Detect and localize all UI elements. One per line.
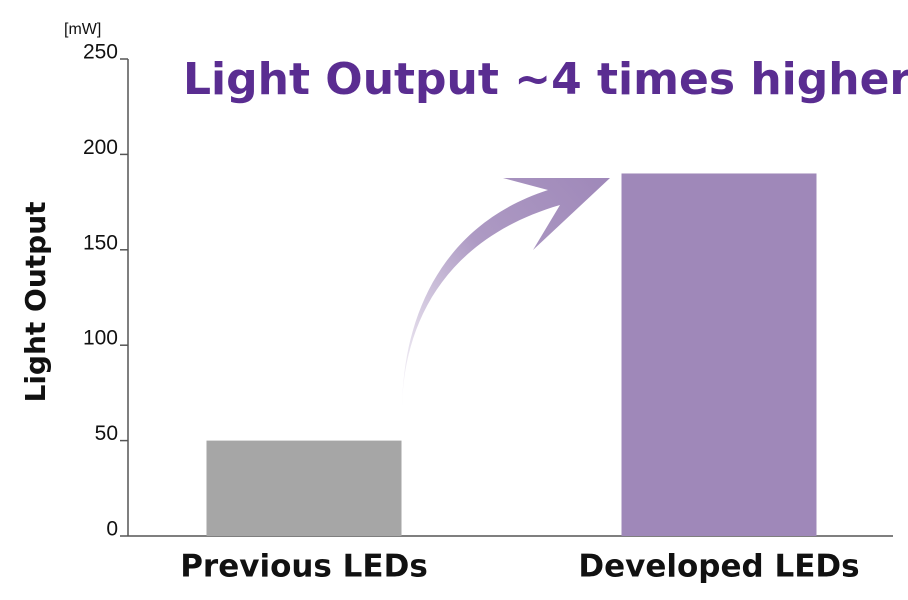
arrow <box>401 178 610 420</box>
y-unit: [mW] <box>64 21 101 38</box>
bar <box>621 173 817 537</box>
bar <box>206 440 402 536</box>
y-tick-label: 100 <box>83 327 118 350</box>
y-tick-label: 250 <box>83 41 118 64</box>
y-tick-label: 50 <box>95 422 118 445</box>
y-tick-label: 200 <box>83 136 118 159</box>
chart-title: Light Output ~4 times higher <box>183 54 908 105</box>
x-tick-label: Developed LEDs <box>578 549 859 585</box>
y-axis-label: Light Output <box>19 201 52 402</box>
y-tick-label: 0 <box>106 518 118 541</box>
y-tick-label: 150 <box>83 231 118 254</box>
x-tick-label: Previous LEDs <box>180 549 428 585</box>
